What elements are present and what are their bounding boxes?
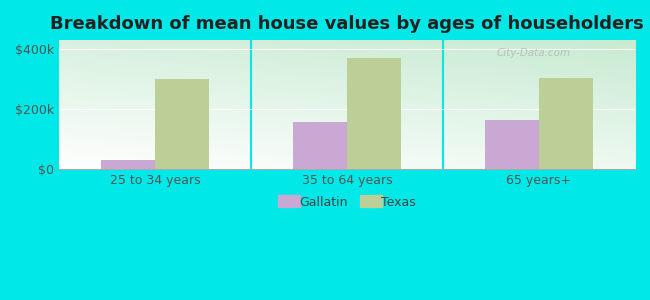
Text: City-Data.com: City-Data.com bbox=[497, 48, 571, 58]
Bar bbox=[347, 58, 401, 169]
Legend: Gallatin, Texas: Gallatin, Texas bbox=[273, 191, 421, 214]
Title: Breakdown of mean house values by ages of householders: Breakdown of mean house values by ages o… bbox=[50, 15, 644, 33]
Bar bbox=[486, 120, 539, 169]
Bar bbox=[293, 122, 347, 169]
Bar bbox=[539, 78, 593, 169]
Bar bbox=[155, 79, 209, 169]
Bar bbox=[101, 160, 155, 169]
